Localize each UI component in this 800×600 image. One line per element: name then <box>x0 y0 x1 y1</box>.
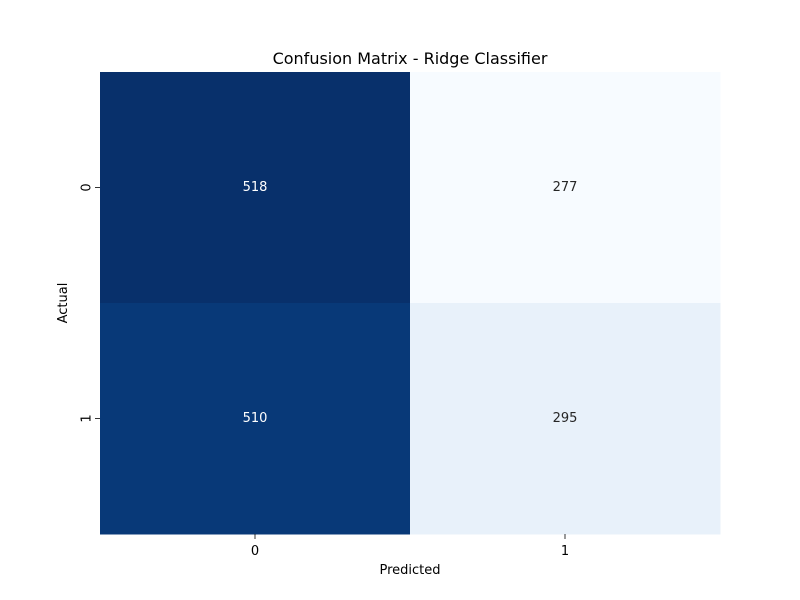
cell-value-r0-c1: 277 <box>553 180 578 195</box>
cell-value-r1-c0: 510 <box>243 411 268 426</box>
heatmap-cell-r1-c1 <box>410 303 721 535</box>
y-tick-label-1: 1 <box>80 414 95 422</box>
x-tick-label-1: 1 <box>561 544 569 559</box>
chart-title: Confusion Matrix - Ridge Classifier <box>273 49 548 68</box>
heatmap-cells <box>100 72 721 535</box>
y-axis-ticks: 01 <box>80 183 100 423</box>
heatmap-cell-r0-c0 <box>100 72 411 304</box>
heatmap-cell-r1-c0 <box>100 303 411 535</box>
heatmap-cell-labels: 518 277 510 295 <box>243 180 578 426</box>
cell-value-r1-c1: 295 <box>553 411 578 426</box>
heatmap-cell-r0-c1 <box>410 72 721 304</box>
x-axis-label: Predicted <box>379 563 440 578</box>
x-tick-label-0: 0 <box>251 544 259 559</box>
cell-value-r0-c0: 518 <box>243 180 268 195</box>
y-axis-label: Actual <box>56 283 71 324</box>
y-tick-label-0: 0 <box>80 183 95 191</box>
